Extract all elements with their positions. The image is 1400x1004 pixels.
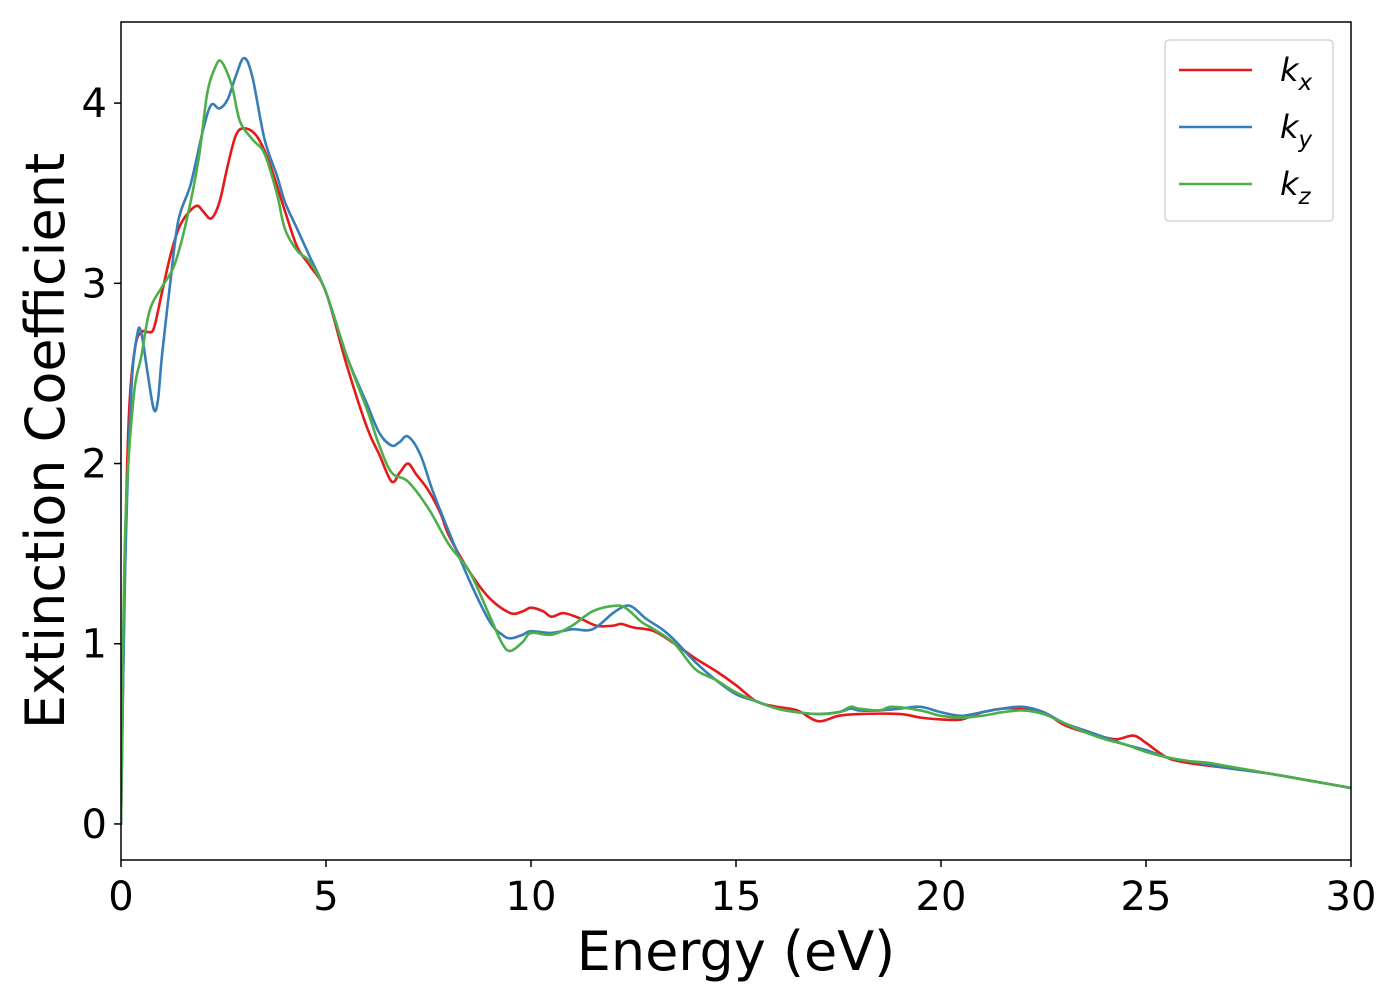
legend-label-kx: kx (1280, 51, 1313, 96)
y-axis-title: Extinction Coefficient (14, 153, 77, 729)
y-tick-label: 0 (82, 802, 107, 848)
x-tick-label: 25 (1121, 874, 1172, 920)
y-tick-label: 1 (82, 622, 107, 668)
series-line-kx (121, 127, 1351, 826)
y-tick-label: 3 (82, 261, 107, 307)
legend-label-ky: ky (1280, 108, 1313, 153)
x-tick-label: 20 (916, 874, 967, 920)
series-line-kz (121, 59, 1351, 826)
x-tick-label: 30 (1326, 874, 1377, 920)
y-axis-ticks: 0 1 2 3 4 (82, 81, 121, 848)
y-tick-label: 4 (82, 81, 107, 127)
x-tick-label: 0 (108, 874, 133, 920)
x-axis-title: Energy (eV) (577, 920, 896, 983)
x-tick-label: 15 (711, 874, 762, 920)
y-tick-label: 2 (82, 442, 107, 488)
legend-box (1164, 39, 1334, 222)
x-tick-label: 10 (506, 874, 557, 920)
plot-lines (121, 56, 1351, 826)
x-axis-ticks: 0 5 10 15 20 25 30 (108, 860, 1376, 920)
x-tick-label: 5 (313, 874, 338, 920)
